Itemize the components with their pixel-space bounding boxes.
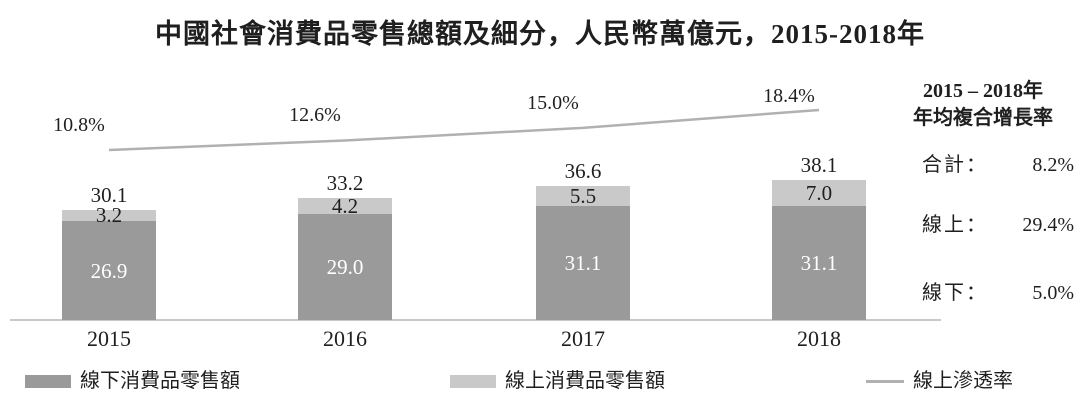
total-label-2018: 38.1 xyxy=(800,153,838,178)
legend-label-penetration: 線上滲透率 xyxy=(913,370,1013,392)
legend-item-penetration: 線上滲透率 xyxy=(866,369,1013,393)
cagr-offline-value: 5.0% xyxy=(1032,282,1074,304)
bar-segment-offline-2015 xyxy=(62,221,156,320)
cagr-row-total: 合計： 8.2% xyxy=(922,152,1074,178)
bar-segment-offline-2017 xyxy=(536,205,630,320)
x-axis-line xyxy=(10,319,941,321)
legend-label-offline: 線下消費品零售額 xyxy=(80,370,240,392)
cagr-total-label: 合計： xyxy=(922,154,988,176)
bar-segment-online-2015 xyxy=(62,209,156,222)
cagr-online-value: 29.4% xyxy=(1022,214,1074,236)
penetration-label-2015: 10.8% xyxy=(53,113,105,136)
cagr-offline-label: 線下： xyxy=(922,282,988,304)
legend-label-online: 線上消費品零售額 xyxy=(505,370,665,392)
cagr-total-value: 8.2% xyxy=(1032,154,1074,176)
cagr-heading-line1: 2015 – 2018年 xyxy=(923,80,1043,102)
bar-segment-offline-2016 xyxy=(298,213,392,320)
online-value-label-2017: 5.5 xyxy=(569,183,597,208)
legend-item-offline: 線下消費品零售額 xyxy=(25,369,240,393)
offline-value-label-2018: 31.1 xyxy=(800,250,838,275)
bar-segment-online-2017 xyxy=(536,185,630,206)
cagr-row-online: 線上： 29.4% xyxy=(922,212,1074,238)
x-tick-label-2018: 2018 xyxy=(797,326,841,351)
penetration-label-2017: 15.0% xyxy=(527,91,579,114)
cagr-online-label: 線上： xyxy=(922,214,988,236)
bar-segment-online-2018 xyxy=(772,180,866,206)
x-tick-label-2016: 2016 xyxy=(323,326,367,351)
cagr-panel-heading: 2015 – 2018年 年均複合增長率 xyxy=(893,78,1073,132)
online-value-label-2016: 4.2 xyxy=(331,193,359,218)
total-label-2017: 36.6 xyxy=(564,158,602,183)
legend-swatch-online-bar xyxy=(450,374,496,388)
offline-value-label-2017: 31.1 xyxy=(564,250,602,275)
penetration-label-2018: 18.4% xyxy=(763,84,815,107)
cagr-heading-line2: 年均複合增長率 xyxy=(913,107,1053,129)
chart-title: 中國社會消費品零售總額及細分，人民幣萬億元，2015-2018年 xyxy=(155,19,925,49)
legend-swatch-trend-line xyxy=(866,379,904,383)
x-tick-label-2017: 2017 xyxy=(561,326,605,351)
offline-value-label-2016: 29.0 xyxy=(326,254,364,279)
offline-value-label-2015: 26.9 xyxy=(90,258,128,283)
bar-segment-offline-2018 xyxy=(772,205,866,320)
cagr-row-offline: 線下： 5.0% xyxy=(922,280,1074,306)
legend-item-online: 線上消費品零售額 xyxy=(450,369,665,393)
penetration-label-2016: 12.6% xyxy=(289,104,341,127)
legend-swatch-offline-bar xyxy=(25,374,71,388)
online-value-label-2015: 3.2 xyxy=(95,203,123,228)
online-value-label-2018: 7.0 xyxy=(805,181,833,206)
total-label-2015: 30.1 xyxy=(90,182,128,207)
x-tick-label-2015: 2015 xyxy=(87,326,131,351)
bar-segment-online-2016 xyxy=(298,198,392,214)
total-label-2016: 33.2 xyxy=(326,171,364,196)
